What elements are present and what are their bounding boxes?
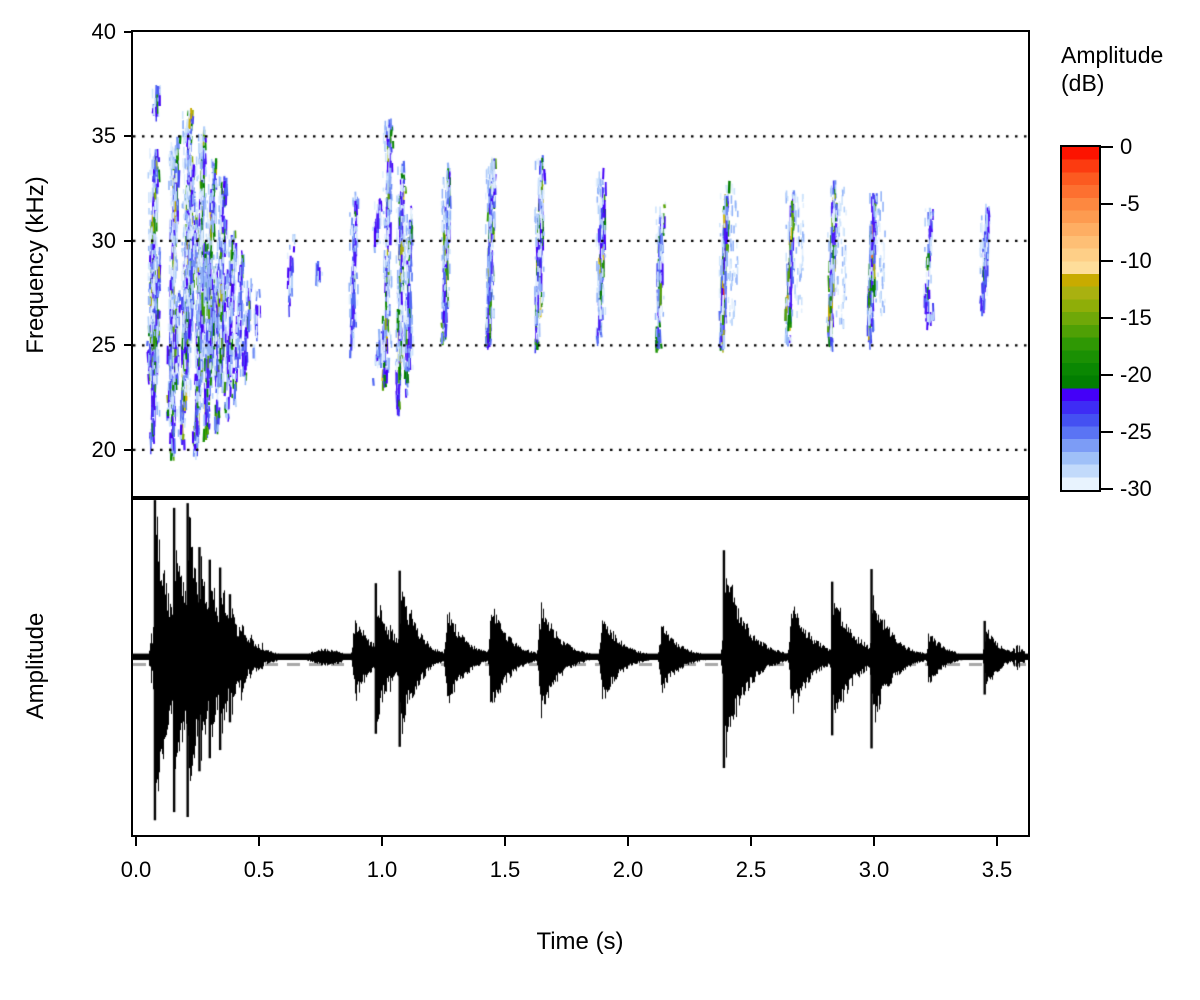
legend-label--15: -15 <box>1120 305 1152 330</box>
time-tick-label-2.0: 2.0 <box>612 857 644 882</box>
legend-title-line2: (dB) <box>1061 70 1105 96</box>
legend-tick--25 <box>1101 431 1113 433</box>
time-tick-3.0 <box>873 837 875 846</box>
spectrogram-canvas <box>133 32 1028 498</box>
time-tick-0.5 <box>258 837 260 846</box>
legend-tick--30 <box>1101 488 1113 490</box>
freq-tick-label-20: 20 <box>91 437 116 462</box>
freq-tick-30 <box>124 240 133 242</box>
time-tick-3.5 <box>996 837 998 846</box>
freq-tick-label-35: 35 <box>91 123 116 148</box>
freq-tick-35 <box>124 135 133 137</box>
legend-tick-0 <box>1101 146 1113 148</box>
legend-tick--10 <box>1101 260 1113 262</box>
legend-label--20: -20 <box>1120 362 1152 387</box>
time-tick-label-3.0: 3.0 <box>858 857 890 882</box>
legend-label--25: -25 <box>1120 419 1152 444</box>
freq-tick-25 <box>124 344 133 346</box>
time-tick-label-1.5: 1.5 <box>489 857 521 882</box>
frequency-axis-title: Frequency (kHz) <box>22 176 49 354</box>
amplitude-axis-title: Amplitude <box>22 612 49 720</box>
time-tick-0.0 <box>135 837 137 846</box>
legend-tick--20 <box>1101 374 1113 376</box>
legend-label--30: -30 <box>1120 476 1152 501</box>
legend-title-line1: Amplitude <box>1061 42 1164 68</box>
time-axis-title: Time (s) <box>536 928 624 955</box>
legend-label--10: -10 <box>1120 248 1152 273</box>
time-tick-2.0 <box>627 837 629 846</box>
legend-tick--15 <box>1101 317 1113 319</box>
time-tick-label-0.0: 0.0 <box>120 857 152 882</box>
freq-tick-label-25: 25 <box>91 332 116 357</box>
time-tick-label-0.5: 0.5 <box>243 857 275 882</box>
legend-label--5: -5 <box>1120 191 1140 216</box>
colorbar <box>1060 145 1101 492</box>
time-tick-1.5 <box>504 837 506 846</box>
time-tick-2.5 <box>750 837 752 846</box>
freq-tick-label-40: 40 <box>91 19 116 44</box>
oscillogram-canvas <box>133 498 1028 835</box>
time-tick-label-3.5: 3.5 <box>981 857 1013 882</box>
legend-tick--5 <box>1101 203 1113 205</box>
time-tick-label-1.0: 1.0 <box>366 857 398 882</box>
legend-label-0: 0 <box>1120 134 1133 159</box>
freq-tick-label-30: 30 <box>91 228 116 253</box>
time-tick-label-2.5: 2.5 <box>735 857 767 882</box>
freq-tick-40 <box>124 31 133 33</box>
time-tick-1.0 <box>381 837 383 846</box>
freq-tick-20 <box>124 449 133 451</box>
